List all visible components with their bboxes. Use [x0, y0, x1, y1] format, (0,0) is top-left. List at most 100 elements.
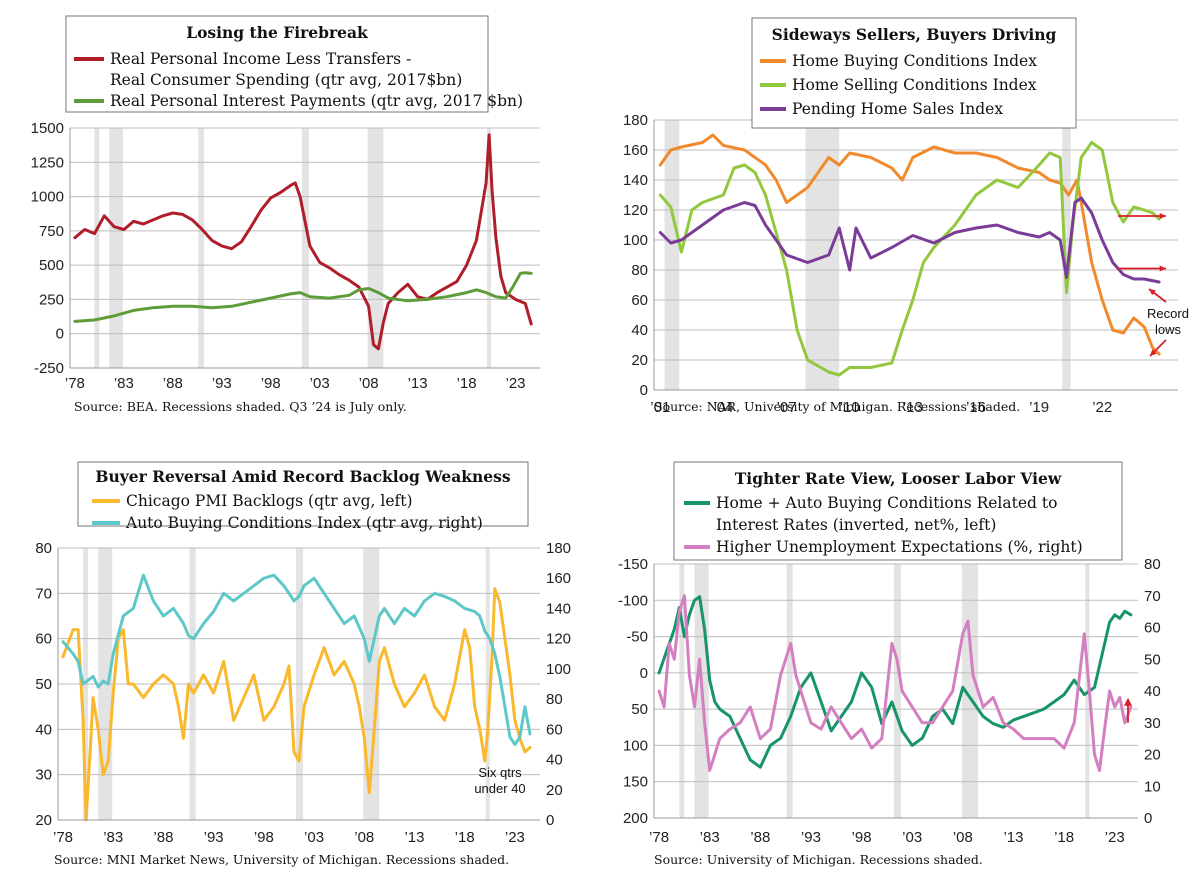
y-tick-label-left: 1500	[31, 120, 64, 137]
y-tick-label-left: 50	[35, 676, 52, 693]
legend-label: Home + Auto Buying Conditions Related to	[716, 494, 1057, 512]
x-tick-label: ’23	[506, 375, 526, 392]
chart-svg-buyer-reversal: 20 30 40 50 60 70 80 0 20 40 60 80 100 120 140 160 180 ’7…	[35, 461, 571, 867]
series-line-real-personal-interest-payments-qtr-avg-	[73, 271, 533, 323]
legend-label: Auto Buying Conditions Index (qtr avg, r…	[125, 514, 483, 532]
x-tick-label: ’83	[700, 829, 720, 846]
y-tick-label-left: -100	[618, 592, 648, 609]
recession-band	[893, 564, 902, 818]
y-tick-label-right: 40	[546, 752, 563, 769]
recession-band	[198, 128, 205, 368]
legend-label: Chicago PMI Backlogs (qtr avg, left)	[126, 492, 413, 510]
x-tick-label: ’13	[408, 375, 428, 392]
y-tick-label-left: 500	[39, 257, 64, 274]
y-tick-label-right: 0	[546, 812, 554, 829]
y-tick-label-left: -150	[618, 556, 648, 573]
x-tick-label: ’16	[966, 399, 986, 416]
legend-label: Interest Rates (inverted, net%, left)	[716, 516, 996, 534]
y-tick-label-right: 140	[546, 600, 571, 617]
y-tick-label-left: 40	[631, 322, 648, 339]
legend-label: Home Buying Conditions Index	[792, 52, 1037, 70]
y-tick-label-left: 140	[623, 172, 648, 189]
chart-title: Losing the Firebreak	[186, 23, 368, 42]
y-tick-label-right: 80	[546, 691, 563, 708]
recession-band	[487, 128, 492, 368]
y-tick-label-left: 250	[39, 291, 64, 308]
x-tick-label: ’23	[1105, 829, 1125, 846]
x-tick-label: ’78	[65, 375, 85, 392]
annotation-text: lows	[1155, 322, 1182, 337]
source-note: Source: NAR, University of Michigan. Rec…	[654, 399, 1020, 414]
series-line-higher-unemployment-expectations-right	[657, 594, 1133, 772]
source-note: Source: BEA. Recessions shaded. Q3 ’24 i…	[74, 399, 407, 414]
y-tick-label-left: 200	[623, 810, 648, 827]
y-tick-label-right: 30	[1144, 715, 1161, 732]
legend-label: Real Consumer Spending (qtr avg, 2017$bn…	[110, 71, 462, 89]
x-tick-label: ’13	[1003, 829, 1023, 846]
y-tick-label-right: 20	[1144, 747, 1161, 764]
source-note: Source: MNI Market News, University of M…	[54, 852, 509, 867]
x-tick-label: ’98	[852, 829, 872, 846]
y-tick-label-left: 0	[56, 326, 64, 343]
x-tick-label: ’88	[750, 829, 770, 846]
x-tick-label: ’83	[103, 829, 123, 846]
y-tick-label-left: 80	[631, 262, 648, 279]
x-tick-label: ’08	[953, 829, 973, 846]
y-tick-label-left: 0	[640, 665, 648, 682]
x-tick-label: ’19	[1029, 399, 1049, 416]
y-tick-label-right: 10	[1144, 778, 1161, 795]
x-tick-label: ’18	[455, 829, 475, 846]
chart-title: Tighter Rate View, Looser Labor View	[735, 469, 1062, 488]
annotation-text: under 40	[474, 781, 525, 796]
chart-svg-sideways-sellers: 0 20 40 60 80 100 120 140 160 180 ’01 ’04 ’07 ’10 ’13 ’…	[623, 17, 1189, 416]
legend-box	[65, 15, 489, 113]
y-tick-label-left: -250	[34, 360, 64, 377]
y-tick-label-left: 180	[623, 112, 648, 129]
series-line-pending-home-sales-index	[658, 196, 1161, 284]
recession-band	[302, 128, 309, 368]
y-tick-label-left: 50	[631, 701, 648, 718]
annotation-text: Six qtrs	[478, 765, 522, 780]
chart-panel-tighter-rate: 200 150 100 50 0 -50 -100 -150 0 10 20 30 40 50 60 70 80…	[600, 440, 1200, 880]
legend-label: Higher Unemployment Expectations (%, rig…	[716, 538, 1083, 556]
y-tick-label-left: 100	[623, 232, 648, 249]
chart-panel-sideways-sellers: 0 20 40 60 80 100 120 140 160 180 ’01 ’04 ’07 ’10 ’13 ’…	[600, 0, 1200, 440]
y-tick-label-right: 100	[546, 661, 571, 678]
chart-svg-tighter-rate: 200 150 100 50 0 -50 -100 -150 0 10 20 30 40 50 60 70 80…	[618, 461, 1161, 867]
x-tick-label: ’88	[153, 829, 173, 846]
x-tick-label: ’78	[649, 829, 669, 846]
legend-box	[673, 461, 1123, 561]
x-tick-label: ’78	[53, 829, 73, 846]
y-tick-label-left: 60	[631, 292, 648, 309]
chart-title: Sideways Sellers, Buyers Driving	[772, 25, 1057, 44]
x-tick-label: ’98	[261, 375, 281, 392]
x-tick-label: ’08	[354, 829, 374, 846]
arrow-head	[1149, 289, 1156, 296]
y-tick-label-right: 40	[1144, 683, 1161, 700]
series-line-auto-buying-conditions-index-qtr-avg-rig	[61, 573, 532, 746]
chart-svg-losing-firebreak: -250 0 250 500 750 1000 1250 1500 ’78 ’83 ’88 ’93 ’9…	[31, 15, 540, 414]
legend-label: Real Personal Income Less Transfers -	[110, 50, 411, 68]
recession-band	[679, 564, 685, 818]
y-tick-label-left: -50	[626, 629, 648, 646]
x-tick-label: ’18	[457, 375, 477, 392]
arrow-head	[1124, 697, 1132, 706]
recession-band	[109, 128, 123, 368]
y-tick-label-right: 70	[1144, 588, 1161, 605]
x-tick-label: ’93	[801, 829, 821, 846]
series-line-chicago-pmi-backlogs-qtr-avg-left	[61, 587, 532, 822]
legend-label: Real Personal Interest Payments (qtr avg…	[110, 92, 523, 110]
recession-band	[664, 120, 680, 390]
y-tick-label-left: 20	[35, 812, 52, 829]
y-tick-label-left: 70	[35, 585, 52, 602]
y-tick-label-left: 40	[35, 721, 52, 738]
y-tick-label-left: 60	[35, 631, 52, 648]
series-line-home-selling-conditions-index	[658, 141, 1161, 377]
x-tick-label: ’08	[359, 375, 379, 392]
x-tick-label: ’07	[777, 399, 797, 416]
x-tick-label: ’22	[1092, 399, 1112, 416]
series-line-home-buying-conditions-index	[658, 133, 1161, 356]
source-note: Source: University of Michigan. Recessio…	[654, 852, 983, 867]
x-tick-label: ’98	[254, 829, 274, 846]
x-tick-label: ’03	[902, 829, 922, 846]
